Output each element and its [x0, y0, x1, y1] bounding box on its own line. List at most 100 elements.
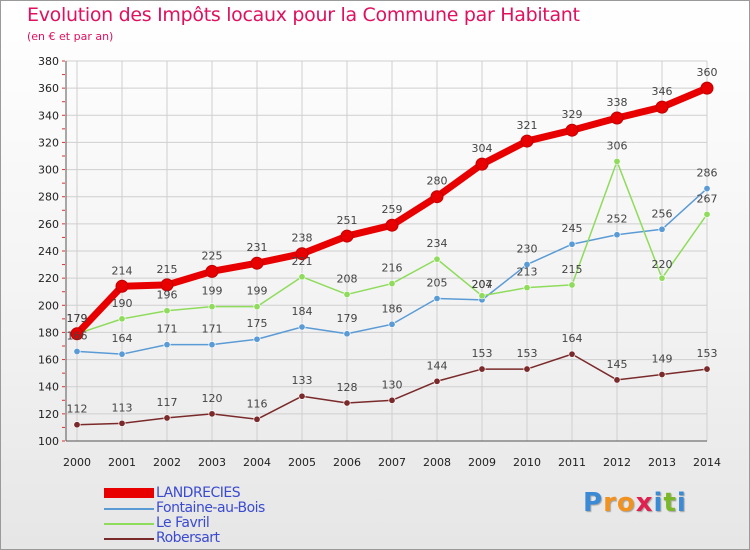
data-label: 190: [112, 297, 133, 310]
legend-label: Robersart: [156, 530, 220, 546]
data-point: [298, 323, 306, 331]
data-label: 196: [157, 289, 178, 302]
data-point: [703, 210, 711, 218]
data-label: 234: [427, 237, 448, 250]
legend-swatch: [104, 538, 154, 540]
y-tick-label: 160: [38, 354, 59, 367]
data-label: 153: [517, 347, 538, 360]
y-tick-label: 200: [38, 299, 59, 312]
data-label: 179: [67, 312, 88, 325]
y-axis-ticks: 100 120 140 160 180 200 220 240 260 280 300 320 340 3…: [38, 55, 59, 448]
data-label: 213: [517, 266, 538, 279]
data-point: [655, 100, 669, 114]
x-tick-label: 2012: [603, 456, 631, 469]
data-point: [523, 284, 531, 292]
legend-label: Fontaine-au-Bois: [156, 500, 265, 516]
series-lines: [70, 81, 714, 429]
data-label: 214: [112, 264, 133, 277]
data-point: [163, 341, 171, 349]
data-point: [658, 225, 666, 233]
y-tick-label: 140: [38, 381, 59, 394]
legend-item-le-favril[interactable]: Le Favril: [104, 515, 344, 531]
data-point: [250, 256, 264, 270]
data-label: 216: [382, 262, 403, 275]
legend-swatch: [104, 523, 154, 525]
data-label: 144: [427, 359, 448, 372]
data-label: 171: [202, 323, 223, 336]
data-point: [388, 280, 396, 288]
data-point: [700, 81, 714, 95]
data-label: 133: [292, 374, 313, 387]
data-label: 205: [427, 277, 448, 290]
x-axis-ticks: 2000 2001 2002 2003 2004 2005 2006 2007 2008 2009…: [63, 456, 721, 469]
data-label: 221: [292, 255, 313, 268]
data-point: [343, 399, 351, 407]
data-label: 215: [562, 263, 583, 276]
data-point: [343, 290, 351, 298]
legend-swatch: [104, 508, 154, 510]
data-point: [613, 376, 621, 384]
data-point: [253, 415, 261, 423]
data-point: [430, 190, 444, 204]
y-tick-label: 360: [38, 82, 59, 95]
x-tick-label: 2009: [468, 456, 496, 469]
data-label: 164: [562, 332, 583, 345]
data-label: 112: [67, 403, 88, 416]
x-tick-label: 2013: [648, 456, 676, 469]
data-label: 199: [247, 285, 268, 298]
data-label: 179: [337, 312, 358, 325]
data-label: 184: [292, 305, 313, 318]
data-point: [388, 396, 396, 404]
proxiti-logo: Proxiti: [583, 488, 687, 518]
data-point: [478, 365, 486, 373]
y-tick-label: 320: [38, 136, 59, 149]
data-point: [388, 320, 396, 328]
x-tick-label: 2001: [108, 456, 136, 469]
data-point: [433, 255, 441, 263]
data-point: [118, 350, 126, 358]
data-label: 338: [607, 96, 628, 109]
data-point: [523, 365, 531, 373]
legend-swatch: [104, 488, 154, 498]
data-point: [478, 292, 486, 300]
data-label: 360: [697, 66, 718, 79]
data-label: 113: [112, 401, 133, 414]
data-point: [70, 327, 84, 341]
x-tick-label: 2005: [288, 456, 316, 469]
data-label: 208: [337, 272, 358, 285]
legend-item-fontaine-au-bois[interactable]: Fontaine-au-Bois: [104, 500, 344, 516]
data-label: 225: [202, 249, 223, 262]
y-tick-label: 220: [38, 272, 59, 285]
data-point: [298, 392, 306, 400]
data-label: 179: [67, 312, 88, 325]
y-tick-label: 180: [38, 326, 59, 339]
data-label: 251: [337, 214, 358, 227]
data-label: 304: [472, 142, 493, 155]
data-point: [568, 240, 576, 248]
data-point: [568, 350, 576, 358]
legend-item-robersart[interactable]: Robersart: [104, 530, 344, 546]
legend-item-landrecies[interactable]: LANDRECIES: [104, 485, 344, 501]
logo-letter: r: [603, 488, 617, 518]
data-point: [208, 410, 216, 418]
data-point: [253, 303, 261, 311]
data-point: [520, 134, 534, 148]
data-label: 164: [112, 332, 133, 345]
logo-letter: P: [583, 488, 604, 518]
data-label: 207: [472, 278, 493, 291]
data-label: 186: [382, 302, 403, 315]
data-label: 306: [607, 139, 628, 152]
data-label: 280: [427, 175, 448, 188]
data-point: [433, 294, 441, 302]
data-label: 259: [382, 203, 403, 216]
data-label: 149: [652, 353, 673, 366]
y-tick-label: 100: [38, 435, 59, 448]
x-tick-label: 2002: [153, 456, 181, 469]
data-label: 238: [292, 232, 313, 245]
data-point: [115, 279, 129, 293]
data-label: 252: [607, 213, 628, 226]
data-labels: 112 113 117 120 116 133 128 130 144 153 153 164 145 1…: [67, 66, 718, 416]
data-label: 220: [652, 258, 673, 271]
